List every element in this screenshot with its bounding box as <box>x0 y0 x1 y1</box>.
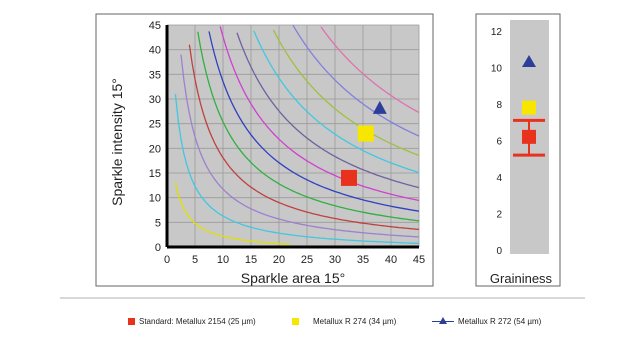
iso-curve <box>174 94 420 245</box>
iso-curve <box>180 54 420 238</box>
y-tick-label: 10 <box>491 64 503 75</box>
right-tick-labels: 0 2 4 6 8 10 12 <box>491 27 503 257</box>
iso-curve <box>320 26 420 114</box>
legend-label: Metallux R 274 (34 µm) <box>313 316 397 326</box>
y-tick-label: 0 <box>496 246 502 257</box>
left-plot-background <box>167 25 419 247</box>
square-marker <box>357 125 374 142</box>
legend-item-r272: Metallux R 272 (54 µm) <box>432 312 541 330</box>
square-marker <box>522 129 536 144</box>
iso-curve <box>253 30 420 174</box>
left-iso-curves <box>174 24 420 246</box>
iso-curve <box>174 182 291 246</box>
left-y-axis-label: Sparkle intensity 15° <box>109 78 125 206</box>
x-tick-label: 35 <box>357 254 369 266</box>
left-axes <box>165 25 419 249</box>
x-tick-label: 25 <box>301 254 313 266</box>
x-tick-label: 15 <box>245 254 257 266</box>
triangle-marker <box>372 100 387 114</box>
x-tick-label: 10 <box>217 254 229 266</box>
y-tick-label: 45 <box>149 20 161 32</box>
y-tick-label: 12 <box>491 27 503 38</box>
y-tick-label: 30 <box>149 94 161 106</box>
x-tick-label: 30 <box>329 254 341 266</box>
y-tick-label: 6 <box>496 137 502 148</box>
right-data-points <box>513 55 545 157</box>
yellow-square-icon <box>292 317 299 325</box>
left-data-points <box>341 100 387 186</box>
iso-curve <box>197 31 420 222</box>
legend-label: Standard: Metallux 2154 (25 µm) <box>139 316 256 326</box>
square-marker <box>341 169 357 186</box>
iso-curve <box>236 32 420 189</box>
y-tick-label: 8 <box>496 100 502 111</box>
legend-item-standard: Standard: Metallux 2154 (25 µm) <box>128 312 256 330</box>
legend: Standard: Metallux 2154 (25 µm) Metallux… <box>0 312 642 330</box>
right-x-axis-label: Graininess <box>490 271 553 286</box>
legend-label: Metallux R 272 (54 µm) <box>458 316 542 326</box>
y-tick-label: 40 <box>149 45 161 57</box>
y-tick-label: 4 <box>496 173 502 184</box>
y-tick-label: 15 <box>149 168 161 180</box>
red-square-icon <box>128 317 135 325</box>
triangle-marker <box>522 55 536 68</box>
left-x-axis-label: Sparkle area 15° <box>241 270 345 286</box>
x-tick-label: 5 <box>192 254 198 266</box>
left-tick-labels: 0 5 10 15 20 25 30 35 40 45 0 5 10 15 20 25 30 35 40 45 <box>149 20 425 266</box>
y-tick-label: 35 <box>149 69 161 81</box>
iso-curve <box>292 24 420 137</box>
square-marker <box>522 100 536 115</box>
y-tick-label: 2 <box>496 210 502 221</box>
y-tick-label: 0 <box>155 242 161 254</box>
iso-curve <box>219 26 420 202</box>
x-tick-label: 40 <box>385 254 397 266</box>
x-tick-label: 20 <box>273 254 285 266</box>
y-tick-label: 5 <box>155 217 161 229</box>
y-tick-label: 25 <box>149 119 161 131</box>
iso-curve <box>188 44 420 231</box>
y-tick-label: 20 <box>149 143 161 155</box>
iso-curve <box>208 31 420 212</box>
x-tick-label: 0 <box>164 254 170 266</box>
x-tick-label: 45 <box>413 254 425 266</box>
line-triangle-icon <box>432 317 454 325</box>
iso-curve <box>272 29 420 157</box>
y-tick-label: 10 <box>149 193 161 205</box>
legend-item-r274: Metallux R 274 (34 µm) <box>292 312 396 330</box>
